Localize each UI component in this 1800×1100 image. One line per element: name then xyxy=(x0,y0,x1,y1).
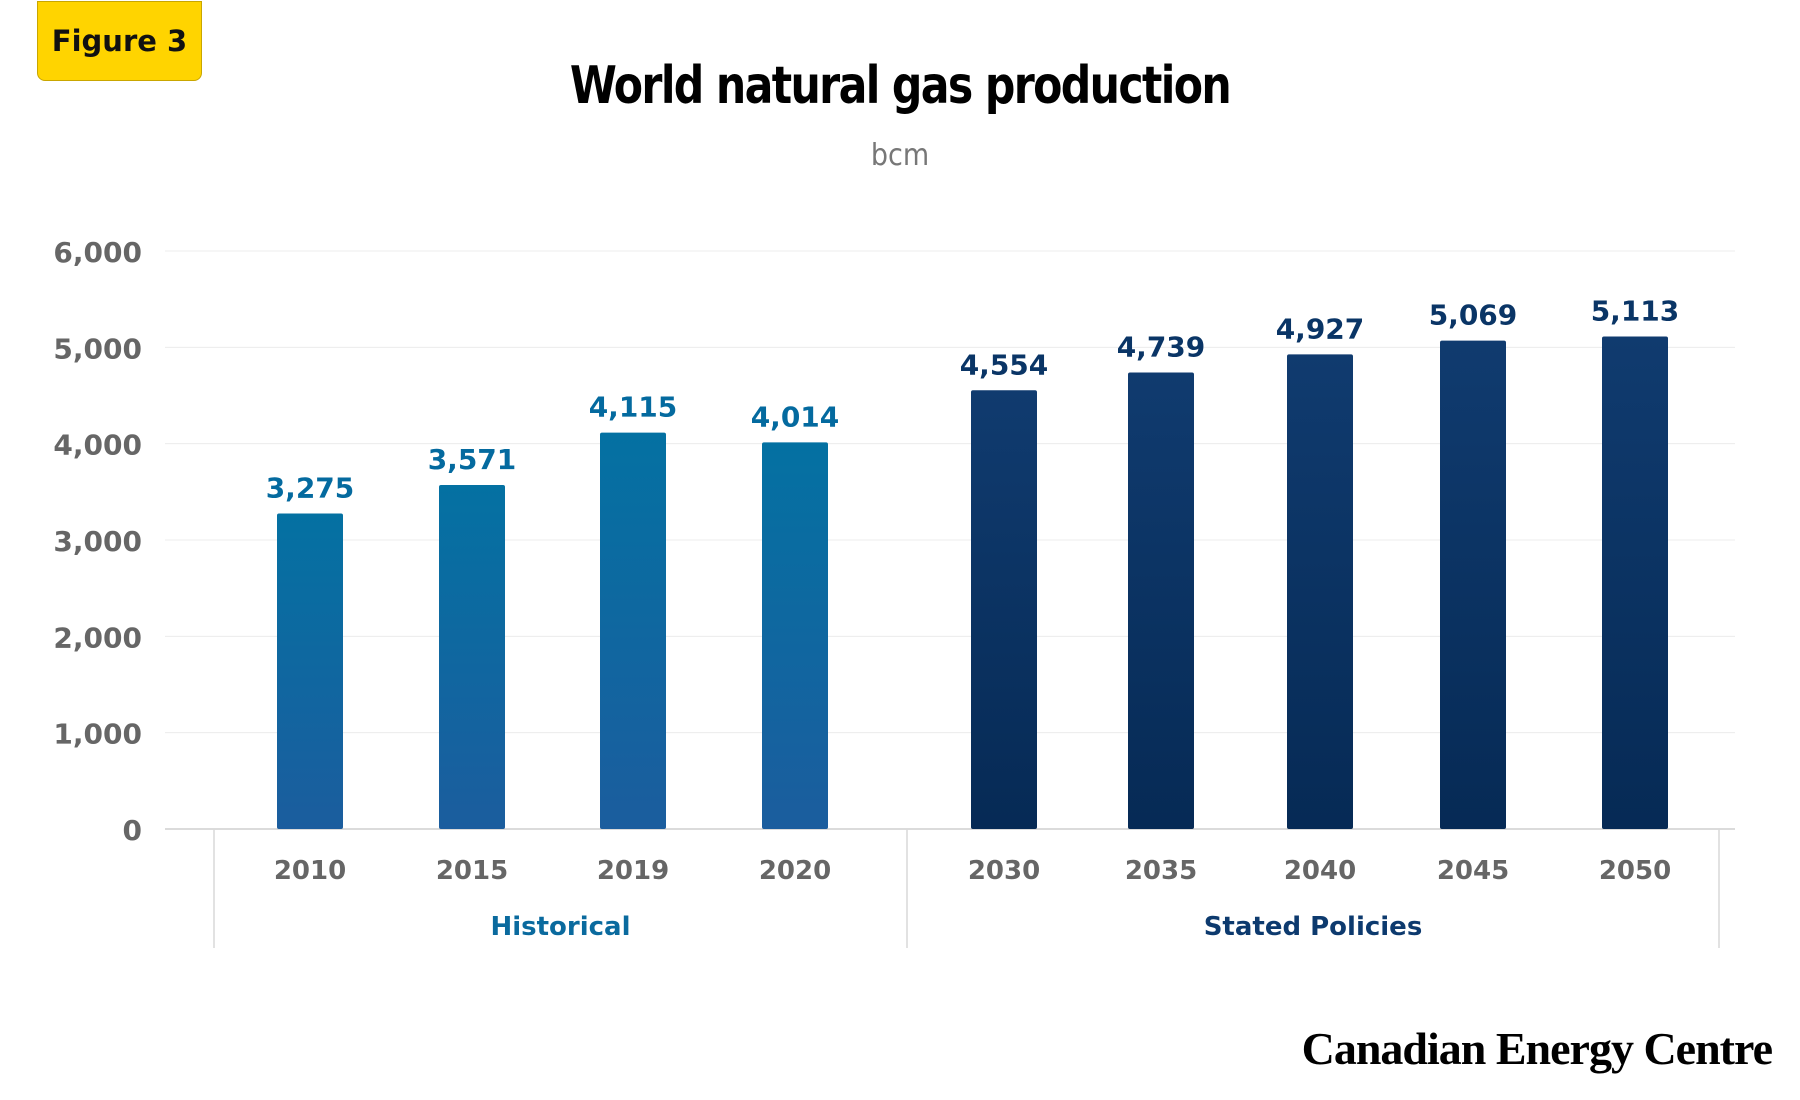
bar-2030 xyxy=(971,390,1037,829)
data-label: 5,113 xyxy=(1591,294,1680,327)
x-tick-label: 2045 xyxy=(1437,856,1509,886)
figure-badge: Figure 3 xyxy=(37,1,202,81)
x-tick-label: 2020 xyxy=(759,856,831,886)
y-tick-label: 4,000 xyxy=(53,429,142,462)
x-tick-label: 2019 xyxy=(597,856,669,886)
data-label: 4,014 xyxy=(751,400,840,433)
x-tick-label: 2010 xyxy=(274,856,346,886)
y-tick-label: 6,000 xyxy=(53,236,142,269)
chart-title: World natural gas production xyxy=(569,56,1232,116)
data-label: 3,275 xyxy=(266,472,355,505)
data-label: 4,739 xyxy=(1117,330,1206,363)
bar-2015 xyxy=(439,484,505,829)
bar-2045 xyxy=(1440,340,1506,829)
bar-2020 xyxy=(762,442,828,829)
group-label: Stated Policies xyxy=(1204,912,1423,942)
x-tick-label: 2030 xyxy=(968,856,1040,886)
bar-2019 xyxy=(600,432,666,829)
brand-logo-text: Canadian Energy Centre xyxy=(1301,1023,1773,1074)
x-tick-label: 2035 xyxy=(1125,856,1197,886)
data-label: 4,115 xyxy=(589,391,678,424)
y-tick-label: 5,000 xyxy=(53,332,142,365)
bar-2040 xyxy=(1287,354,1353,829)
y-tick-label: 3,000 xyxy=(53,525,142,558)
data-label: 4,554 xyxy=(960,348,1049,381)
data-label: 3,571 xyxy=(428,443,517,476)
bar-2050 xyxy=(1602,336,1668,829)
data-label: 5,069 xyxy=(1429,299,1518,332)
y-tick-label: 1,000 xyxy=(53,718,142,751)
data-label: 4,927 xyxy=(1276,312,1365,345)
bar-2035 xyxy=(1128,372,1194,829)
bar-2010 xyxy=(277,513,343,829)
y-tick-label: 0 xyxy=(123,814,142,847)
x-tick-label: 2050 xyxy=(1599,856,1671,886)
chart-subtitle: bcm xyxy=(870,138,930,173)
group-label: Historical xyxy=(490,912,630,942)
y-tick-label: 2,000 xyxy=(53,621,142,654)
bar-chart: 0 1,000 2,000 3,000 4,000 5,000 6,000 3,275 2010… xyxy=(53,236,1735,948)
x-tick-label: 2015 xyxy=(436,856,508,886)
x-tick-label: 2040 xyxy=(1284,856,1356,886)
